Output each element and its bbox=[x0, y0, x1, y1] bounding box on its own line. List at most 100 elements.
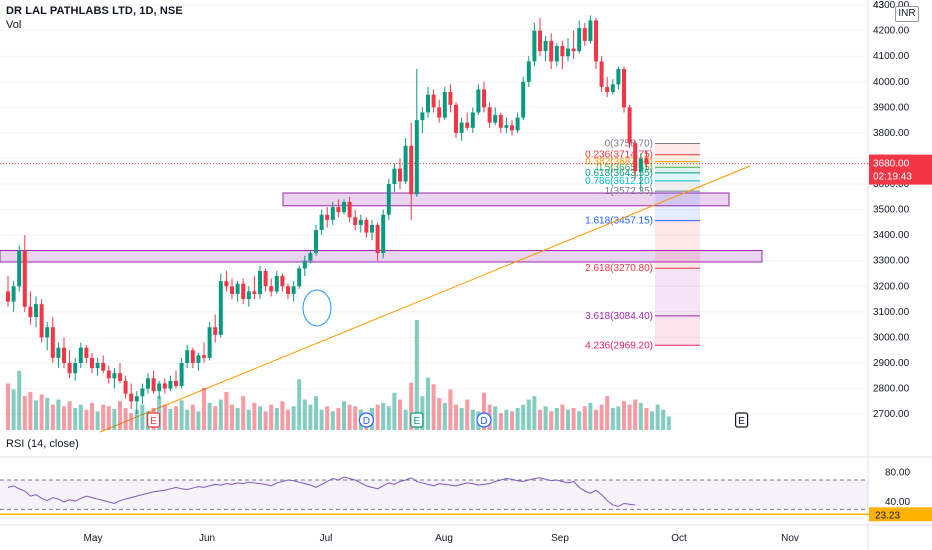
earnings-marker-label: E bbox=[150, 416, 157, 427]
volume-bar bbox=[140, 404, 145, 430]
candle-body bbox=[230, 286, 234, 294]
price-axis-tick: 3000.00 bbox=[873, 332, 910, 343]
candle-body bbox=[510, 125, 514, 131]
fib-band bbox=[655, 143, 700, 155]
volume-bar bbox=[510, 411, 514, 430]
candle-body bbox=[11, 286, 16, 302]
time-axis-tick: May bbox=[84, 533, 103, 544]
candle-body bbox=[62, 347, 66, 363]
volume-bar bbox=[582, 406, 587, 430]
volume-bar bbox=[498, 413, 503, 430]
candle-body bbox=[291, 286, 296, 294]
fib-label: 0.5(3665.55) bbox=[596, 162, 653, 173]
candle-body bbox=[392, 168, 397, 185]
volume-bar bbox=[246, 409, 251, 430]
candle-body bbox=[34, 304, 38, 317]
volume-bar bbox=[538, 409, 542, 430]
volume-bar bbox=[258, 406, 262, 430]
volume-bar bbox=[560, 404, 565, 430]
volume-bar bbox=[207, 402, 212, 430]
rsi-line bbox=[7, 476, 636, 507]
volume-bar bbox=[622, 401, 626, 430]
candle-body bbox=[493, 115, 498, 123]
candle-body bbox=[420, 112, 425, 121]
candle-body bbox=[258, 270, 262, 294]
candle-body bbox=[342, 201, 346, 213]
volume-bar bbox=[190, 404, 195, 430]
volume-bar bbox=[442, 402, 447, 430]
volume-bar bbox=[386, 406, 391, 430]
volume-bar bbox=[95, 411, 100, 430]
candle-body bbox=[129, 393, 134, 402]
volume-bar bbox=[28, 391, 33, 430]
volume-bar bbox=[123, 408, 128, 430]
volume-bar bbox=[588, 402, 593, 430]
volume-bar bbox=[655, 404, 660, 430]
candle-body bbox=[140, 388, 145, 397]
rsi-label[interactable]: RSI (14, close) bbox=[6, 438, 79, 450]
dividend-marker bbox=[476, 412, 492, 428]
volume-bar bbox=[493, 406, 498, 430]
candle-body bbox=[554, 46, 559, 62]
candle-body bbox=[594, 20, 598, 62]
price-axis-tick: 3200.00 bbox=[873, 281, 910, 292]
price-axis-tick-partial: 43 bbox=[873, 0, 885, 11]
candle-body bbox=[364, 219, 369, 233]
volume-bar bbox=[168, 408, 173, 430]
candle-body bbox=[67, 362, 72, 374]
candle-body bbox=[526, 61, 531, 82]
volume-bar bbox=[101, 404, 106, 430]
fib-label: 3.618(3084.40) bbox=[585, 311, 653, 322]
volume-bar bbox=[269, 404, 274, 430]
candle-body bbox=[577, 28, 582, 52]
candle-body bbox=[190, 350, 195, 363]
candle-body bbox=[381, 214, 386, 254]
candle-body bbox=[543, 40, 548, 52]
volume-bar bbox=[336, 408, 341, 430]
volume-bar bbox=[398, 399, 402, 430]
volume-bar bbox=[291, 406, 296, 430]
candle-body bbox=[437, 107, 442, 118]
candle-body bbox=[560, 46, 565, 57]
fib-band bbox=[655, 180, 700, 192]
volume-bar bbox=[17, 370, 22, 430]
candle-body bbox=[610, 84, 615, 93]
volume-bar bbox=[213, 406, 218, 430]
volume-bar bbox=[482, 392, 486, 430]
volume-bar bbox=[666, 416, 671, 430]
candle-body bbox=[470, 112, 475, 128]
volume-bar bbox=[106, 406, 111, 430]
fib-band bbox=[655, 220, 700, 269]
candle-body bbox=[218, 281, 223, 335]
volume-bar bbox=[319, 409, 324, 430]
volume-bar bbox=[571, 408, 576, 430]
candle-body bbox=[515, 117, 520, 131]
volume-bar bbox=[308, 404, 313, 430]
candle-body bbox=[454, 104, 458, 133]
volume-bar bbox=[34, 400, 38, 430]
candle-body bbox=[582, 28, 587, 41]
fib-band bbox=[655, 172, 700, 181]
volume-label[interactable]: Vol bbox=[6, 19, 22, 31]
support-zone bbox=[282, 192, 730, 207]
candle-body bbox=[386, 184, 391, 215]
candle-body bbox=[179, 362, 184, 386]
volume-bar bbox=[392, 392, 397, 430]
volume-bar bbox=[549, 411, 554, 430]
currency-badge[interactable]: INR bbox=[895, 6, 919, 22]
volume-bar bbox=[638, 402, 643, 430]
price-axis-tick: 4200.00 bbox=[873, 26, 910, 37]
volume-bar bbox=[224, 391, 229, 430]
volume-bar bbox=[11, 389, 16, 430]
fib-band bbox=[655, 167, 700, 173]
candle-body bbox=[476, 89, 481, 113]
time-axis-tick: Jul bbox=[320, 533, 333, 544]
candle-body bbox=[308, 253, 313, 261]
symbol-title[interactable]: DR LAL PATHLABS LTD, 1D, NSE bbox=[6, 5, 183, 17]
volume-bar bbox=[454, 404, 458, 430]
candle-body bbox=[90, 357, 94, 369]
candle-body bbox=[498, 115, 503, 128]
candle-body bbox=[571, 48, 576, 52]
rsi-axis-tick: 80.00 bbox=[885, 468, 910, 479]
